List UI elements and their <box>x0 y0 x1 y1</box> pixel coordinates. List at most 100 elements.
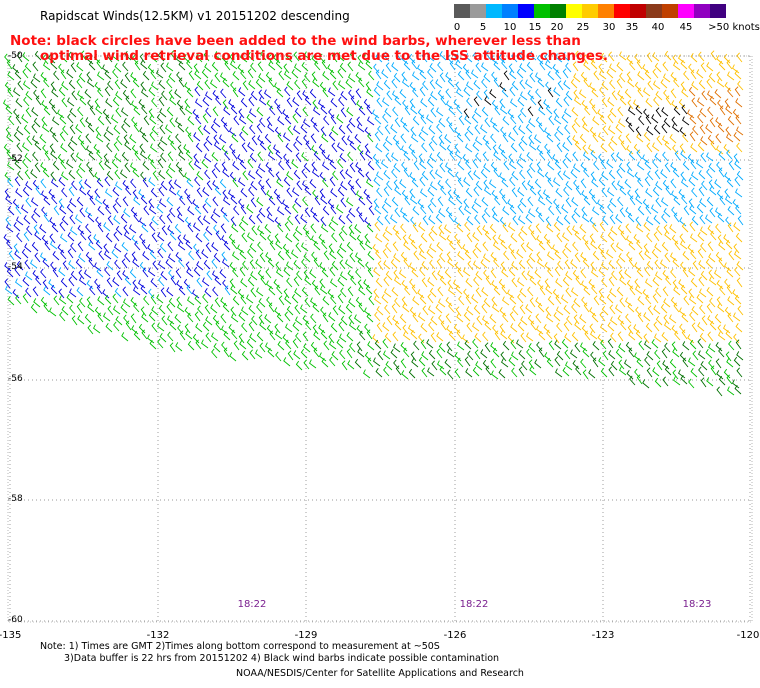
wind-barb <box>211 348 218 359</box>
wind-barb <box>123 314 130 325</box>
wind-barb <box>546 223 554 233</box>
wind-barb <box>490 358 497 369</box>
wind-barb <box>493 167 500 178</box>
wind-barb <box>48 279 56 289</box>
wind-barb <box>169 186 177 196</box>
wind-barb <box>195 249 202 260</box>
wind-barb <box>13 87 21 97</box>
wind-barb <box>312 189 319 200</box>
wind-barb <box>501 284 508 295</box>
wind-barb <box>437 270 445 280</box>
wind-barb <box>16 52 23 63</box>
legend-swatch <box>630 4 646 18</box>
wind-barb <box>125 320 132 331</box>
wind-barb <box>564 333 572 343</box>
wind-barb <box>733 356 741 367</box>
wind-barb <box>268 195 276 206</box>
wind-barb <box>318 233 326 244</box>
wind-barb <box>15 97 23 108</box>
wind-barb <box>553 221 561 232</box>
wind-barb <box>4 188 11 199</box>
wind-barb <box>706 196 714 207</box>
wind-barb <box>473 260 481 270</box>
wind-barb <box>393 72 401 83</box>
wind-barb <box>213 342 221 353</box>
wind-barb <box>456 313 464 323</box>
wind-barb <box>257 241 264 252</box>
wind-barb <box>213 252 221 263</box>
wind-barb <box>377 260 384 271</box>
wind-barb <box>447 189 454 200</box>
wind-barb <box>413 160 420 171</box>
wind-barb <box>48 98 56 109</box>
wind-barb <box>499 323 506 334</box>
wind-barb <box>368 70 375 81</box>
wind-barb <box>249 259 256 270</box>
wind-barb <box>646 126 654 136</box>
wind-barb <box>463 267 471 277</box>
wind-barb <box>16 216 24 226</box>
wind-barb <box>427 367 435 377</box>
wind-barb <box>184 98 191 109</box>
wind-barb <box>240 53 248 63</box>
wind-barb <box>421 367 428 378</box>
wind-barb <box>203 231 210 242</box>
wind-barb <box>376 187 383 198</box>
wind-barb <box>294 63 302 73</box>
wind-barb <box>365 261 372 272</box>
wind-barb <box>386 90 393 101</box>
wind-barb <box>543 323 551 334</box>
wind-barb <box>518 231 525 242</box>
wind-barb <box>473 304 481 315</box>
wind-barb <box>51 104 58 115</box>
wind-barb <box>457 357 464 368</box>
wind-barb <box>718 331 726 341</box>
wind-barb <box>292 321 300 332</box>
wind-barb <box>462 244 470 254</box>
wind-barb <box>615 214 623 224</box>
wind-barb <box>465 294 472 305</box>
wind-barb <box>736 367 743 378</box>
wind-barb <box>148 288 155 299</box>
wind-barb <box>15 294 22 305</box>
wind-barb <box>627 99 634 110</box>
wind-barb <box>402 99 409 110</box>
wind-barb <box>357 123 365 133</box>
wind-barb <box>103 222 111 232</box>
wind-barb <box>545 60 553 70</box>
wind-barb <box>538 122 545 133</box>
wind-barb <box>266 296 273 307</box>
wind-barb <box>49 126 57 137</box>
wind-barb <box>534 359 542 369</box>
wind-barb <box>278 70 285 81</box>
wind-barb <box>67 248 74 259</box>
wind-barb <box>150 53 158 63</box>
wind-barb <box>637 295 645 306</box>
wind-barb <box>170 140 177 151</box>
wind-barb <box>724 172 732 182</box>
wind-barb <box>175 342 183 352</box>
wind-barb <box>735 114 742 125</box>
wind-barb <box>717 122 725 133</box>
wind-barb <box>284 86 291 97</box>
wind-barb <box>302 196 309 207</box>
wind-barb <box>250 287 257 298</box>
wind-barb <box>518 51 525 62</box>
wind-barb <box>553 198 560 209</box>
wind-barb <box>438 208 446 218</box>
wind-barb <box>472 322 480 332</box>
wind-barb <box>149 339 157 350</box>
wind-barb <box>138 323 146 334</box>
wind-barb <box>546 149 553 160</box>
wind-barb <box>634 188 641 199</box>
wind-barb <box>474 332 482 343</box>
wind-barb <box>490 161 498 172</box>
wind-barb <box>508 153 515 164</box>
wind-barb <box>305 320 312 331</box>
wind-barb <box>186 59 193 70</box>
wind-barb <box>168 72 176 83</box>
wind-barb <box>17 80 24 91</box>
wind-barb <box>609 79 616 90</box>
lat-label: -50 <box>8 51 23 61</box>
wind-barb <box>301 61 309 72</box>
